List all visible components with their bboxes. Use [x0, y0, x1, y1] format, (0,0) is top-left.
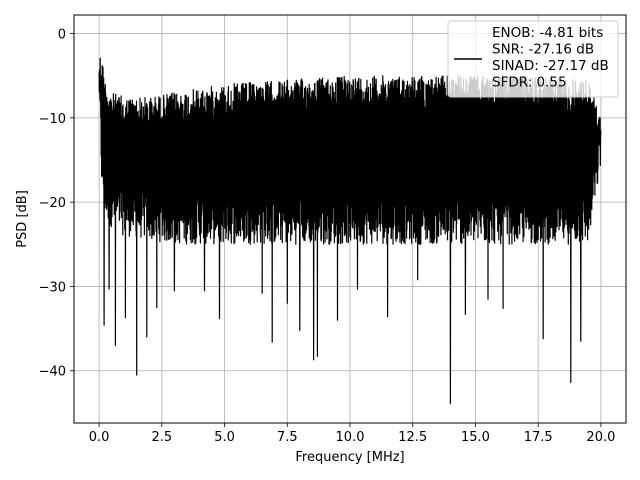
legend-sinad-text: SINAD: -27.17 dB	[492, 58, 609, 74]
x-tick-label: 5.0	[214, 430, 235, 445]
x-ticks: 0.0 2.5 5.0 7.5 10.0 12.5 15.0 17.5 20.0	[89, 423, 615, 445]
y-tick-label: −40	[39, 365, 66, 380]
legend-snr-text: SNR: -27.16 dB	[492, 42, 594, 58]
y-ticks: 0 −10 −20 −30 −40	[39, 28, 74, 380]
legend-sfdr-text: SFDR: 0.55	[492, 75, 567, 91]
y-tick-label: −20	[39, 196, 66, 211]
y-tick-label: −30	[39, 280, 66, 295]
x-tick-label: 17.5	[524, 430, 553, 445]
y-tick-label: 0	[58, 28, 66, 43]
y-tick-label: −10	[39, 112, 66, 127]
x-tick-label: 20.0	[586, 430, 615, 445]
legend: ENOB: -4.81 bits SNR: -27.16 dB SINAD: -…	[447, 20, 619, 98]
x-tick-label: 2.5	[151, 430, 172, 445]
legend-enob-text: ENOB: -4.81 bits	[492, 25, 603, 41]
legend-box	[447, 20, 619, 98]
psd-series-line	[98, 57, 602, 405]
x-tick-label: 12.5	[398, 430, 427, 445]
x-tick-label: 10.0	[336, 430, 365, 445]
x-tick-label: 15.0	[461, 430, 490, 445]
y-axis-label: PSD [dB]	[15, 190, 30, 248]
x-axis-label: Frequency [MHz]	[295, 450, 404, 465]
x-tick-label: 7.5	[277, 430, 298, 445]
series-layer	[98, 57, 602, 405]
x-tick-label: 0.0	[89, 430, 110, 445]
